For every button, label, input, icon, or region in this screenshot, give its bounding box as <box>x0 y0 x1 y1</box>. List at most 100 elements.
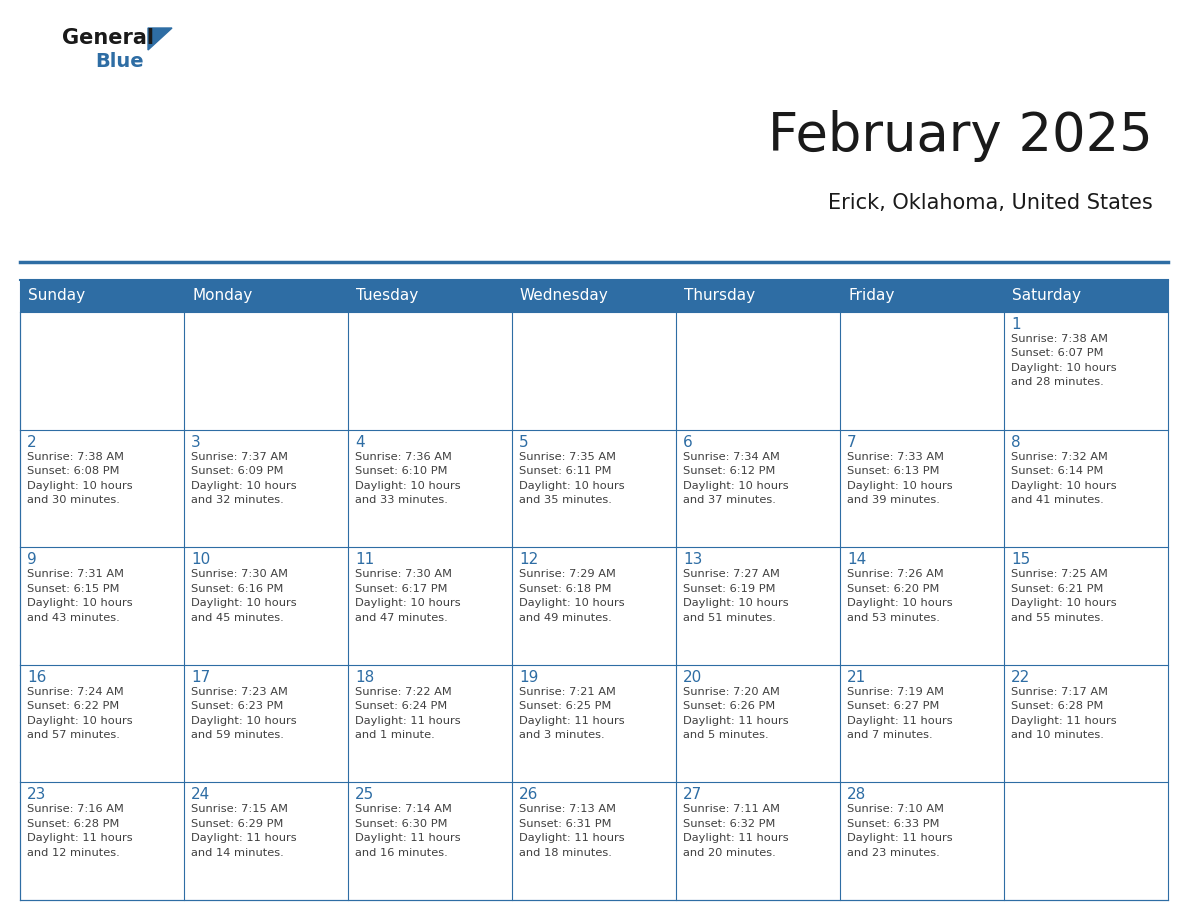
Bar <box>348 547 512 665</box>
Bar <box>512 430 676 547</box>
Bar <box>676 430 840 547</box>
Text: and 5 minutes.: and 5 minutes. <box>683 730 769 740</box>
Text: 13: 13 <box>683 552 702 567</box>
Text: Sunset: 6:21 PM: Sunset: 6:21 PM <box>1011 584 1104 594</box>
Text: 15: 15 <box>1011 552 1030 567</box>
Text: Sunset: 6:07 PM: Sunset: 6:07 PM <box>1011 349 1104 359</box>
Text: and 51 minutes.: and 51 minutes. <box>683 612 776 622</box>
Text: Daylight: 10 hours: Daylight: 10 hours <box>191 598 297 608</box>
Text: Sunday: Sunday <box>29 288 86 304</box>
Text: February 2025: February 2025 <box>767 110 1152 162</box>
Text: Sunrise: 7:36 AM: Sunrise: 7:36 AM <box>355 452 451 462</box>
Text: Sunrise: 7:10 AM: Sunrise: 7:10 AM <box>847 804 944 814</box>
Text: Daylight: 10 hours: Daylight: 10 hours <box>355 598 461 608</box>
Bar <box>20 430 184 547</box>
Text: Sunset: 6:19 PM: Sunset: 6:19 PM <box>683 584 776 594</box>
Text: Daylight: 10 hours: Daylight: 10 hours <box>847 598 953 608</box>
Text: Sunset: 6:12 PM: Sunset: 6:12 PM <box>683 466 776 476</box>
Bar <box>840 547 1004 665</box>
Text: and 53 minutes.: and 53 minutes. <box>847 612 940 622</box>
Text: Sunrise: 7:26 AM: Sunrise: 7:26 AM <box>847 569 943 579</box>
Text: Sunset: 6:15 PM: Sunset: 6:15 PM <box>27 584 120 594</box>
Text: 5: 5 <box>519 434 529 450</box>
Bar <box>184 665 348 782</box>
Bar <box>1004 665 1168 782</box>
Text: and 43 minutes.: and 43 minutes. <box>27 612 120 622</box>
Text: 17: 17 <box>191 669 210 685</box>
Text: and 1 minute.: and 1 minute. <box>355 730 435 740</box>
Text: Sunset: 6:33 PM: Sunset: 6:33 PM <box>847 819 940 829</box>
Text: Sunset: 6:11 PM: Sunset: 6:11 PM <box>519 466 612 476</box>
Text: Wednesday: Wednesday <box>520 288 608 304</box>
Text: 23: 23 <box>27 787 46 802</box>
Text: Sunset: 6:23 PM: Sunset: 6:23 PM <box>191 701 284 711</box>
Text: and 33 minutes.: and 33 minutes. <box>355 495 448 505</box>
Text: Sunrise: 7:19 AM: Sunrise: 7:19 AM <box>847 687 944 697</box>
Text: Daylight: 11 hours: Daylight: 11 hours <box>683 834 789 843</box>
Bar <box>20 312 184 430</box>
Text: Sunrise: 7:22 AM: Sunrise: 7:22 AM <box>355 687 451 697</box>
Text: Sunrise: 7:15 AM: Sunrise: 7:15 AM <box>191 804 287 814</box>
Text: Sunrise: 7:11 AM: Sunrise: 7:11 AM <box>683 804 781 814</box>
Text: Thursday: Thursday <box>684 288 756 304</box>
Text: Sunrise: 7:35 AM: Sunrise: 7:35 AM <box>519 452 617 462</box>
Text: 4: 4 <box>355 434 365 450</box>
Text: and 57 minutes.: and 57 minutes. <box>27 730 120 740</box>
Bar <box>512 547 676 665</box>
Text: Daylight: 10 hours: Daylight: 10 hours <box>355 480 461 490</box>
Bar <box>20 665 184 782</box>
Text: Sunrise: 7:17 AM: Sunrise: 7:17 AM <box>1011 687 1108 697</box>
Text: Daylight: 10 hours: Daylight: 10 hours <box>1011 363 1117 373</box>
Text: Monday: Monday <box>192 288 252 304</box>
Text: Daylight: 11 hours: Daylight: 11 hours <box>1011 715 1117 725</box>
Text: Sunrise: 7:37 AM: Sunrise: 7:37 AM <box>191 452 287 462</box>
Text: Sunset: 6:27 PM: Sunset: 6:27 PM <box>847 701 940 711</box>
Text: Daylight: 11 hours: Daylight: 11 hours <box>355 834 461 843</box>
Bar <box>512 665 676 782</box>
Text: Daylight: 11 hours: Daylight: 11 hours <box>519 715 625 725</box>
Text: 11: 11 <box>355 552 374 567</box>
Text: Sunrise: 7:21 AM: Sunrise: 7:21 AM <box>519 687 615 697</box>
Bar <box>184 312 348 430</box>
Bar <box>184 430 348 547</box>
Bar <box>1004 312 1168 430</box>
Bar <box>840 782 1004 900</box>
Text: and 39 minutes.: and 39 minutes. <box>847 495 940 505</box>
Text: Friday: Friday <box>848 288 895 304</box>
Text: Sunset: 6:31 PM: Sunset: 6:31 PM <box>519 819 612 829</box>
Text: Sunrise: 7:30 AM: Sunrise: 7:30 AM <box>355 569 451 579</box>
Text: 24: 24 <box>191 787 210 802</box>
Bar <box>676 782 840 900</box>
Bar <box>348 665 512 782</box>
Text: Daylight: 11 hours: Daylight: 11 hours <box>847 715 953 725</box>
Text: Daylight: 10 hours: Daylight: 10 hours <box>27 480 133 490</box>
Text: Daylight: 10 hours: Daylight: 10 hours <box>683 598 789 608</box>
Text: Sunrise: 7:31 AM: Sunrise: 7:31 AM <box>27 569 124 579</box>
Text: 6: 6 <box>683 434 693 450</box>
Text: 26: 26 <box>519 787 538 802</box>
Bar <box>676 665 840 782</box>
Text: Daylight: 10 hours: Daylight: 10 hours <box>191 715 297 725</box>
Text: 12: 12 <box>519 552 538 567</box>
Text: 19: 19 <box>519 669 538 685</box>
Text: General: General <box>62 28 154 48</box>
Bar <box>1004 547 1168 665</box>
Text: Sunrise: 7:16 AM: Sunrise: 7:16 AM <box>27 804 124 814</box>
Text: 1: 1 <box>1011 317 1020 332</box>
Text: and 37 minutes.: and 37 minutes. <box>683 495 776 505</box>
Text: Sunrise: 7:20 AM: Sunrise: 7:20 AM <box>683 687 779 697</box>
Text: Sunset: 6:28 PM: Sunset: 6:28 PM <box>1011 701 1104 711</box>
Text: Sunrise: 7:27 AM: Sunrise: 7:27 AM <box>683 569 779 579</box>
Text: Daylight: 10 hours: Daylight: 10 hours <box>191 480 297 490</box>
Text: Sunrise: 7:32 AM: Sunrise: 7:32 AM <box>1011 452 1108 462</box>
Text: and 45 minutes.: and 45 minutes. <box>191 612 284 622</box>
Bar <box>840 312 1004 430</box>
Text: Daylight: 11 hours: Daylight: 11 hours <box>683 715 789 725</box>
Text: Daylight: 10 hours: Daylight: 10 hours <box>683 480 789 490</box>
Bar <box>512 782 676 900</box>
Text: Sunset: 6:17 PM: Sunset: 6:17 PM <box>355 584 448 594</box>
Bar <box>184 547 348 665</box>
Text: and 28 minutes.: and 28 minutes. <box>1011 377 1104 387</box>
Text: Daylight: 10 hours: Daylight: 10 hours <box>1011 480 1117 490</box>
Text: 27: 27 <box>683 787 702 802</box>
